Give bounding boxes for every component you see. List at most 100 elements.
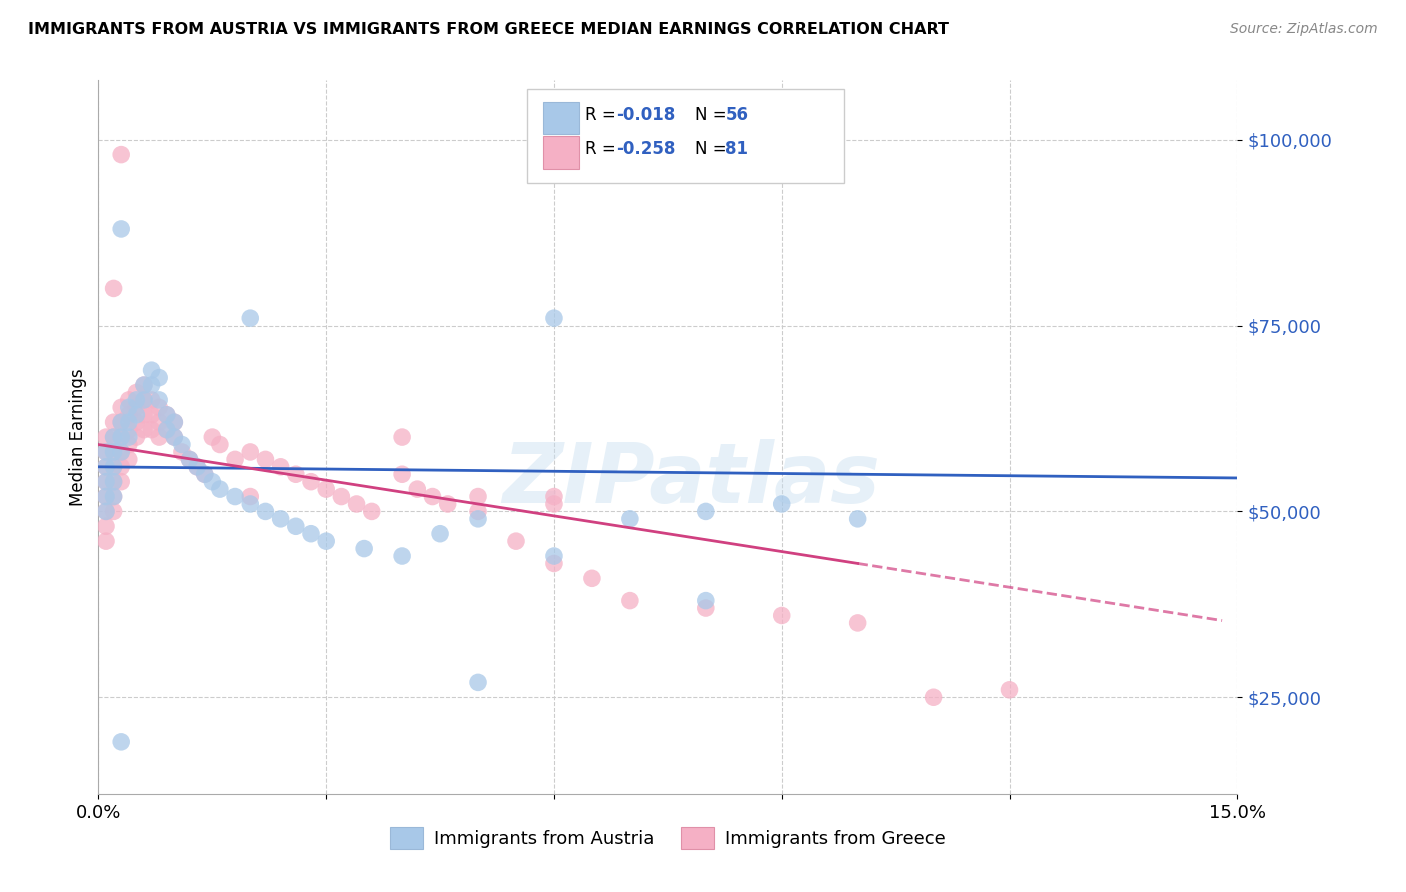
Point <box>148 430 170 444</box>
Point <box>132 392 155 407</box>
Point <box>94 490 117 504</box>
Point <box>360 504 382 518</box>
Point <box>156 423 179 437</box>
Point <box>110 147 132 161</box>
Point <box>110 445 132 459</box>
Point <box>186 459 208 474</box>
Point <box>156 408 179 422</box>
Point <box>170 437 193 451</box>
Point <box>543 557 565 571</box>
Point <box>110 401 132 415</box>
Point <box>103 430 125 444</box>
Point <box>94 459 117 474</box>
Point <box>132 378 155 392</box>
Point <box>353 541 375 556</box>
Text: N =: N = <box>695 106 731 124</box>
Point <box>619 512 641 526</box>
Point <box>467 512 489 526</box>
Point <box>695 601 717 615</box>
Point <box>103 281 125 295</box>
Point <box>103 445 125 459</box>
Point <box>103 445 125 459</box>
Point <box>103 475 125 489</box>
Point <box>695 593 717 607</box>
Point <box>141 363 163 377</box>
Point <box>103 415 125 429</box>
Point <box>141 392 163 407</box>
Text: IMMIGRANTS FROM AUSTRIA VS IMMIGRANTS FROM GREECE MEDIAN EARNINGS CORRELATION CH: IMMIGRANTS FROM AUSTRIA VS IMMIGRANTS FR… <box>28 22 949 37</box>
Point <box>118 415 141 429</box>
Point <box>846 512 869 526</box>
Text: R =: R = <box>585 140 621 158</box>
Point <box>284 467 307 482</box>
Point <box>103 430 125 444</box>
Point <box>110 430 132 444</box>
Point <box>118 401 141 415</box>
Point <box>110 735 132 749</box>
Point <box>330 490 353 504</box>
Point <box>148 401 170 415</box>
Point <box>110 475 132 489</box>
Point <box>239 490 262 504</box>
Point <box>163 415 186 429</box>
Point <box>125 408 148 422</box>
Point <box>148 392 170 407</box>
Point <box>194 467 217 482</box>
Point <box>270 459 292 474</box>
Point <box>346 497 368 511</box>
Point <box>94 459 117 474</box>
Point <box>132 378 155 392</box>
Point <box>239 311 262 326</box>
Text: 56: 56 <box>725 106 748 124</box>
Point <box>391 549 413 563</box>
Point <box>103 490 125 504</box>
Point <box>543 497 565 511</box>
Point <box>201 475 224 489</box>
Point <box>543 549 565 563</box>
Point <box>94 475 117 489</box>
Point <box>125 415 148 429</box>
Point <box>695 504 717 518</box>
Point <box>94 445 117 459</box>
Point <box>118 392 141 407</box>
Point <box>770 608 793 623</box>
Point <box>505 534 527 549</box>
Point <box>270 512 292 526</box>
Point <box>315 534 337 549</box>
Point <box>94 475 117 489</box>
Text: ZIPatlas: ZIPatlas <box>502 440 880 520</box>
Point <box>156 423 179 437</box>
Text: 81: 81 <box>725 140 748 158</box>
Point <box>186 459 208 474</box>
Point <box>299 526 322 541</box>
Point <box>118 437 141 451</box>
Point <box>299 475 322 489</box>
Point <box>846 615 869 630</box>
Point <box>467 675 489 690</box>
Point <box>194 467 217 482</box>
Point <box>179 452 201 467</box>
Point <box>224 490 246 504</box>
Point <box>110 430 132 444</box>
Legend: Immigrants from Austria, Immigrants from Greece: Immigrants from Austria, Immigrants from… <box>384 820 952 856</box>
Point <box>543 311 565 326</box>
Point <box>103 459 125 474</box>
Point <box>148 415 170 429</box>
Point <box>436 497 458 511</box>
Point <box>94 504 117 518</box>
Point <box>110 415 132 429</box>
Point <box>391 430 413 444</box>
Point <box>406 482 429 496</box>
Point <box>110 459 132 474</box>
Point <box>922 690 945 705</box>
Point <box>163 415 186 429</box>
Point <box>132 423 155 437</box>
Y-axis label: Median Earnings: Median Earnings <box>69 368 87 506</box>
Text: Source: ZipAtlas.com: Source: ZipAtlas.com <box>1230 22 1378 37</box>
Point <box>619 593 641 607</box>
Point <box>998 682 1021 697</box>
Point <box>543 490 565 504</box>
Point <box>141 408 163 422</box>
Point <box>163 430 186 444</box>
Text: -0.258: -0.258 <box>616 140 675 158</box>
